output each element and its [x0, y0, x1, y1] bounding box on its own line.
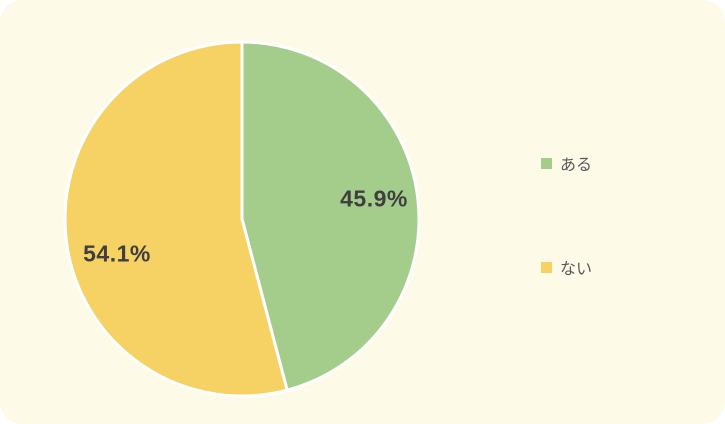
legend-swatch-icon [541, 157, 552, 169]
pie-slice-label-aru: 45.9% [340, 185, 408, 212]
legend-item-aru[interactable]: ある [541, 150, 592, 176]
pie-slice-1[interactable] [63, 40, 289, 398]
pie-slice-label-nai: 54.1% [83, 240, 151, 267]
legend-label: ない [560, 261, 593, 278]
legend-swatch-icon [541, 261, 552, 273]
legend-item-nai[interactable]: ない [541, 254, 592, 280]
legend-label: ある [560, 157, 593, 174]
pie-slice-0[interactable] [240, 40, 421, 392]
chart-legend: ある ない [541, 150, 592, 280]
